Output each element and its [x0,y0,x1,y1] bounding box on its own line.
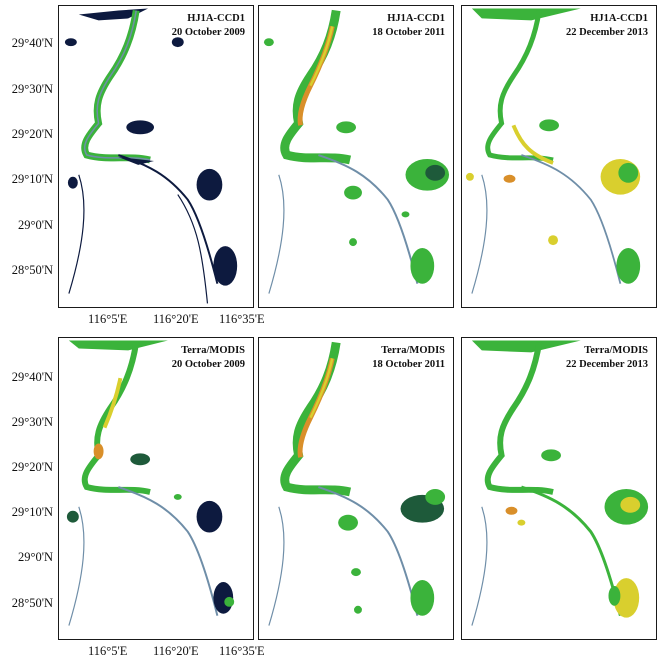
panel-sensor: Terra/MODIS [381,345,445,356]
panel-title: HJ1A-CCD1 20 October 2009 [172,12,245,40]
lat-label: 29°20'N [11,127,53,141]
panel-date: 18 October 2011 [372,359,445,370]
wetland-map-modis-2013 [471,340,649,626]
panel-date: 22 December 2013 [565,359,648,370]
lat-label: 29°0'N [17,550,53,564]
lat-label: 29°40'N [11,370,53,384]
lat-label: 28°50'N [11,596,53,610]
lon-label: 116°20'E [153,312,199,326]
wetland-map-hj1a-2013 [465,8,641,294]
lon-label: 116°5'E [88,312,128,326]
panel-sensor: Terra/MODIS [181,345,245,356]
wetland-map-modis-2009 [66,340,235,626]
lat-label: 29°0'N [17,218,53,232]
panel-title: HJ1A-CCD1 18 October 2011 [372,12,445,40]
lon-label: 116°35'E [219,312,265,326]
panel-date: 18 October 2011 [372,27,445,38]
lon-label: 116°20'E [153,644,199,658]
panel-title: Terra/MODIS 22 December 2013 [566,344,648,372]
panel-date: 20 October 2009 [171,359,245,370]
lat-label: 28°50'N [11,263,53,277]
panel-sensor: Terra/MODIS [584,345,648,356]
map-panel-modis-2009: Terra/MODIS 20 October 2009 [58,337,254,640]
map-panel-hj1a-2011: HJ1A-CCD1 18 October 2011 [258,5,454,308]
lat-label: 29°10'N [11,505,53,519]
panel-title: HJ1A-CCD1 22 December 2013 [566,12,648,40]
lat-label: 29°10'N [11,172,53,186]
lat-label: 29°30'N [11,82,53,96]
panel-date: 22 December 2013 [565,27,648,38]
panel-title: Terra/MODIS 18 October 2011 [372,344,445,372]
wetland-map-hj1a-2009 [64,8,238,304]
map-panel-modis-2011: Terra/MODIS 18 October 2011 [258,337,454,640]
wetland-map-modis-2011 [268,341,446,626]
lat-label: 29°40'N [11,36,53,50]
lat-label: 29°20'N [11,460,53,474]
map-panel-modis-2013: Terra/MODIS 22 December 2013 [461,337,657,640]
map-panel-hj1a-2013: HJ1A-CCD1 22 December 2013 [461,5,657,308]
panel-date: 20 October 2009 [171,27,245,38]
panel-sensor: HJ1A-CCD1 [187,13,245,24]
panel-sensor: HJ1A-CCD1 [590,13,648,24]
lat-label: 29°30'N [11,415,53,429]
panel-title: Terra/MODIS 20 October 2009 [172,344,245,372]
map-panel-hj1a-2009: HJ1A-CCD1 20 October 2009 [58,5,254,308]
wetland-map-hj1a-2011 [263,9,450,294]
lon-label: 116°5'E [88,644,128,658]
panel-sensor: HJ1A-CCD1 [387,13,445,24]
lon-label: 116°35'E [219,644,265,658]
